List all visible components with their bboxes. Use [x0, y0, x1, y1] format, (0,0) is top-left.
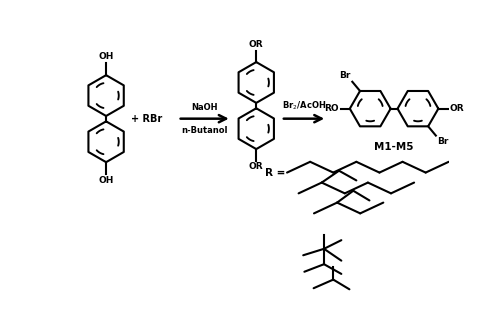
Text: R =: R = [265, 168, 285, 177]
Text: + RBr: + RBr [132, 114, 162, 124]
Text: OH: OH [98, 52, 114, 61]
Text: Br: Br [340, 71, 351, 80]
Text: M1-M5: M1-M5 [374, 142, 413, 152]
Text: OR: OR [249, 40, 264, 49]
Text: Br: Br [438, 137, 449, 146]
Text: OR: OR [449, 104, 464, 113]
Text: OR: OR [249, 162, 264, 171]
Text: RO: RO [324, 104, 339, 113]
Text: Br$_2$/AcOH: Br$_2$/AcOH [282, 99, 326, 112]
Text: OH: OH [98, 176, 114, 185]
Text: n-Butanol: n-Butanol [182, 126, 228, 134]
Text: NaOH: NaOH [192, 103, 218, 112]
